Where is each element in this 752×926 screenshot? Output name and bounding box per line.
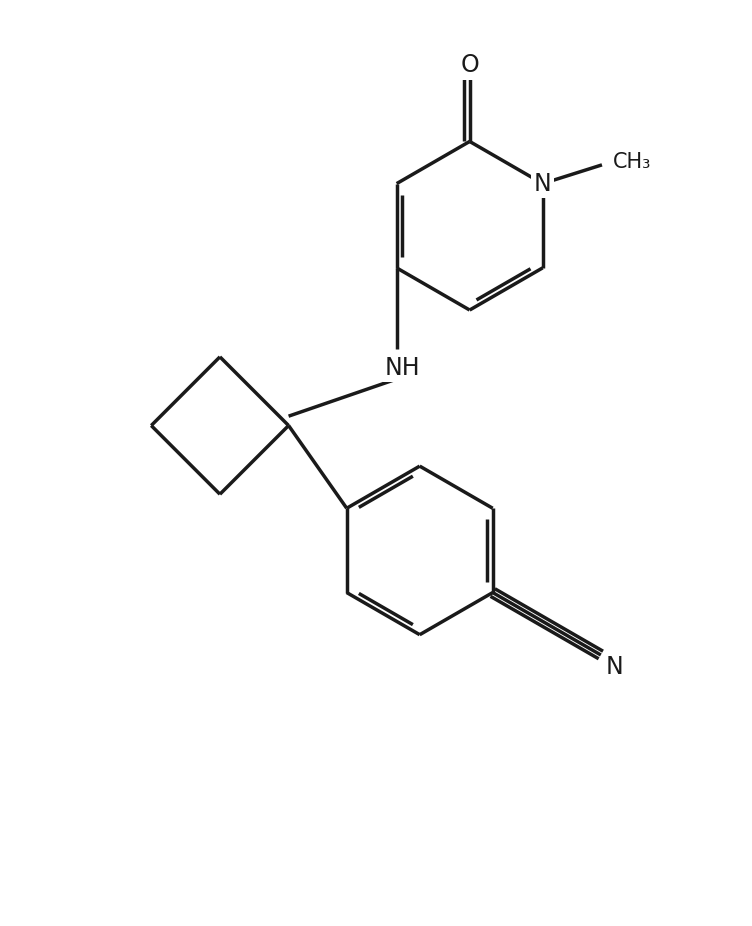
Text: O: O [460,54,479,77]
Text: CH₃: CH₃ [613,152,651,171]
Text: N: N [534,171,551,195]
Text: N: N [605,656,623,680]
Text: NH: NH [385,356,420,380]
